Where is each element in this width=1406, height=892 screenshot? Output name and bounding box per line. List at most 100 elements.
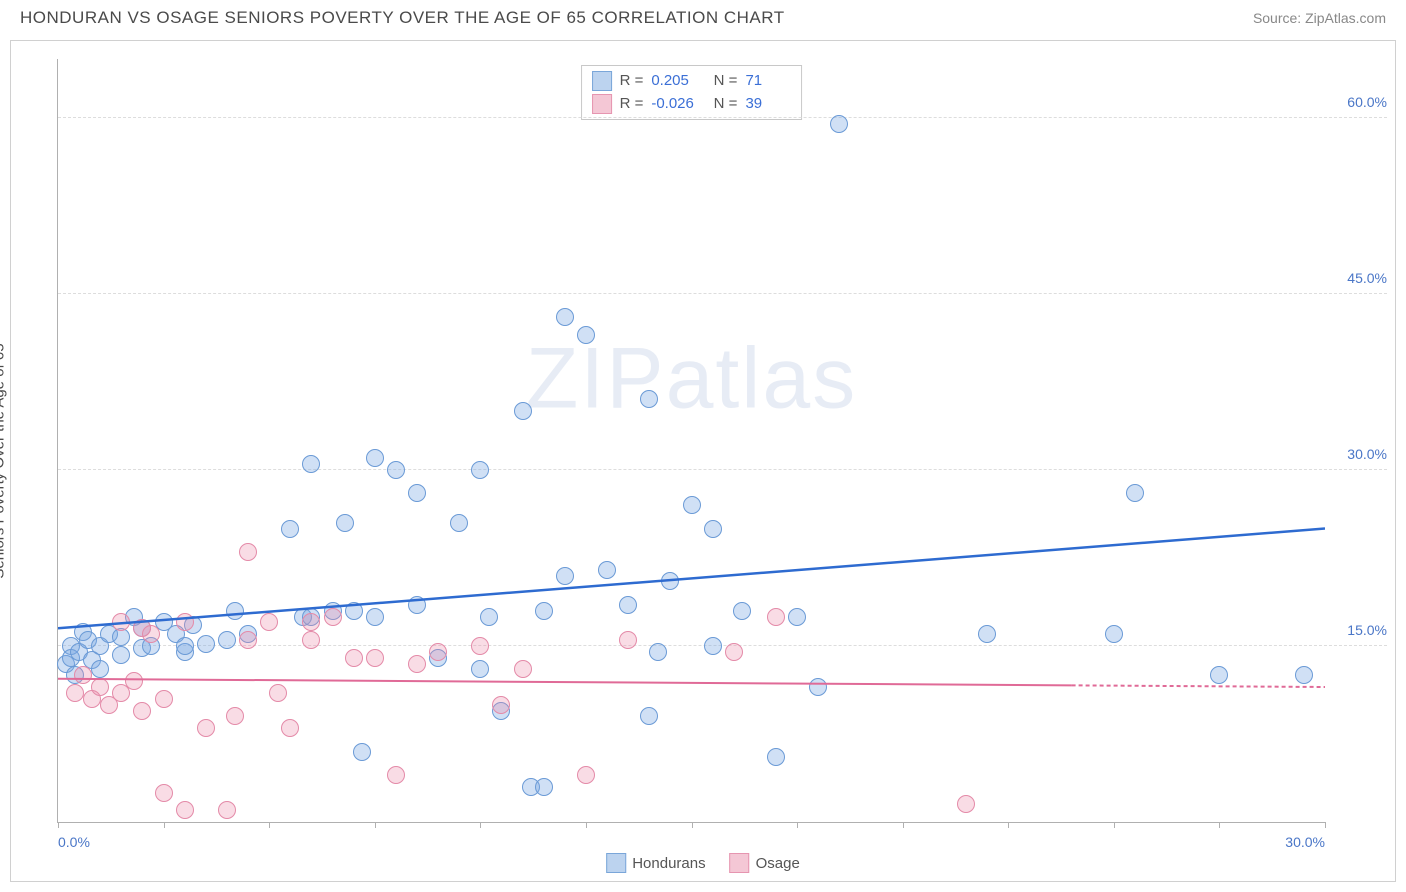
data-point — [408, 484, 426, 502]
data-point — [725, 643, 743, 661]
data-point — [809, 678, 827, 696]
stat-r-value: 0.205 — [651, 70, 697, 93]
data-point — [197, 719, 215, 737]
stat-r-value: -0.026 — [651, 93, 697, 116]
data-point — [480, 608, 498, 626]
data-point — [269, 684, 287, 702]
data-point — [133, 702, 151, 720]
data-point — [176, 613, 194, 631]
data-point — [683, 496, 701, 514]
y-tick-label: 60.0% — [1347, 94, 1387, 110]
data-point — [556, 567, 574, 585]
data-point — [387, 766, 405, 784]
y-tick-label: 30.0% — [1347, 446, 1387, 462]
data-point — [387, 461, 405, 479]
x-tick — [797, 822, 798, 828]
data-point — [619, 631, 637, 649]
data-point — [514, 660, 532, 678]
data-point — [733, 602, 751, 620]
data-point — [112, 646, 130, 664]
gridline — [58, 117, 1387, 118]
data-point — [345, 602, 363, 620]
data-point — [556, 308, 574, 326]
legend-item: Hondurans — [606, 853, 705, 873]
data-point — [366, 449, 384, 467]
data-point — [155, 784, 173, 802]
data-point — [649, 643, 667, 661]
data-point — [226, 707, 244, 725]
chart-container: Seniors Poverty Over the Age of 65 ZIPat… — [10, 40, 1396, 882]
y-tick-label: 15.0% — [1347, 622, 1387, 638]
data-point — [176, 801, 194, 819]
series-swatch — [592, 71, 612, 91]
data-point — [788, 608, 806, 626]
stat-key: N = — [705, 93, 737, 116]
data-point — [91, 678, 109, 696]
data-point — [1295, 666, 1313, 684]
data-point — [1105, 625, 1123, 643]
gridline — [58, 645, 1387, 646]
data-point — [125, 672, 143, 690]
x-tick — [269, 822, 270, 828]
data-point — [598, 561, 616, 579]
data-point — [176, 637, 194, 655]
data-point — [142, 625, 160, 643]
data-point — [226, 602, 244, 620]
data-point — [91, 660, 109, 678]
data-point — [239, 631, 257, 649]
legend-label: Osage — [756, 855, 800, 872]
data-point — [830, 115, 848, 133]
x-tick — [692, 822, 693, 828]
series-legend: Hondurans Osage — [606, 853, 800, 873]
stats-legend: R =0.205 N =71R =-0.026 N =39 — [581, 65, 803, 120]
data-point — [471, 637, 489, 655]
data-point — [155, 690, 173, 708]
plot-area: ZIPatlas R =0.205 N =71R =-0.026 N =39 1… — [57, 59, 1325, 823]
data-point — [324, 608, 342, 626]
data-point — [239, 543, 257, 561]
watermark: ZIPatlas — [526, 330, 857, 429]
data-point — [640, 707, 658, 725]
x-tick — [58, 822, 59, 828]
x-tick — [586, 822, 587, 828]
x-tick — [1325, 822, 1326, 828]
x-tick-label: 0.0% — [58, 834, 90, 850]
data-point — [429, 643, 447, 661]
x-tick — [903, 822, 904, 828]
data-point — [640, 390, 658, 408]
x-tick — [1008, 822, 1009, 828]
data-point — [74, 666, 92, 684]
data-point — [302, 613, 320, 631]
x-tick — [164, 822, 165, 828]
data-point — [197, 635, 215, 653]
data-point — [366, 649, 384, 667]
data-point — [978, 625, 996, 643]
stats-row: R = -0.026 N = 39 — [592, 93, 792, 116]
x-tick — [1219, 822, 1220, 828]
data-point — [535, 602, 553, 620]
x-tick — [480, 822, 481, 828]
legend-label: Hondurans — [632, 855, 705, 872]
data-point — [218, 801, 236, 819]
gridline — [58, 469, 1387, 470]
data-point — [281, 719, 299, 737]
data-point — [281, 520, 299, 538]
data-point — [767, 748, 785, 766]
x-tick — [1114, 822, 1115, 828]
data-point — [535, 778, 553, 796]
y-tick-label: 45.0% — [1347, 270, 1387, 286]
x-tick — [375, 822, 376, 828]
x-tick-label: 30.0% — [1285, 834, 1325, 850]
data-point — [218, 631, 236, 649]
series-swatch — [606, 853, 626, 873]
data-point — [353, 743, 371, 761]
trend-lines — [58, 59, 1325, 822]
data-point — [704, 520, 722, 538]
stats-row: R =0.205 N =71 — [592, 70, 792, 93]
chart-title: HONDURAN VS OSAGE SENIORS POVERTY OVER T… — [20, 8, 785, 28]
data-point — [408, 655, 426, 673]
stat-key: R = — [620, 93, 644, 116]
series-swatch — [592, 94, 612, 114]
stat-key: R = — [620, 70, 644, 93]
stat-n-value: 39 — [745, 93, 791, 116]
